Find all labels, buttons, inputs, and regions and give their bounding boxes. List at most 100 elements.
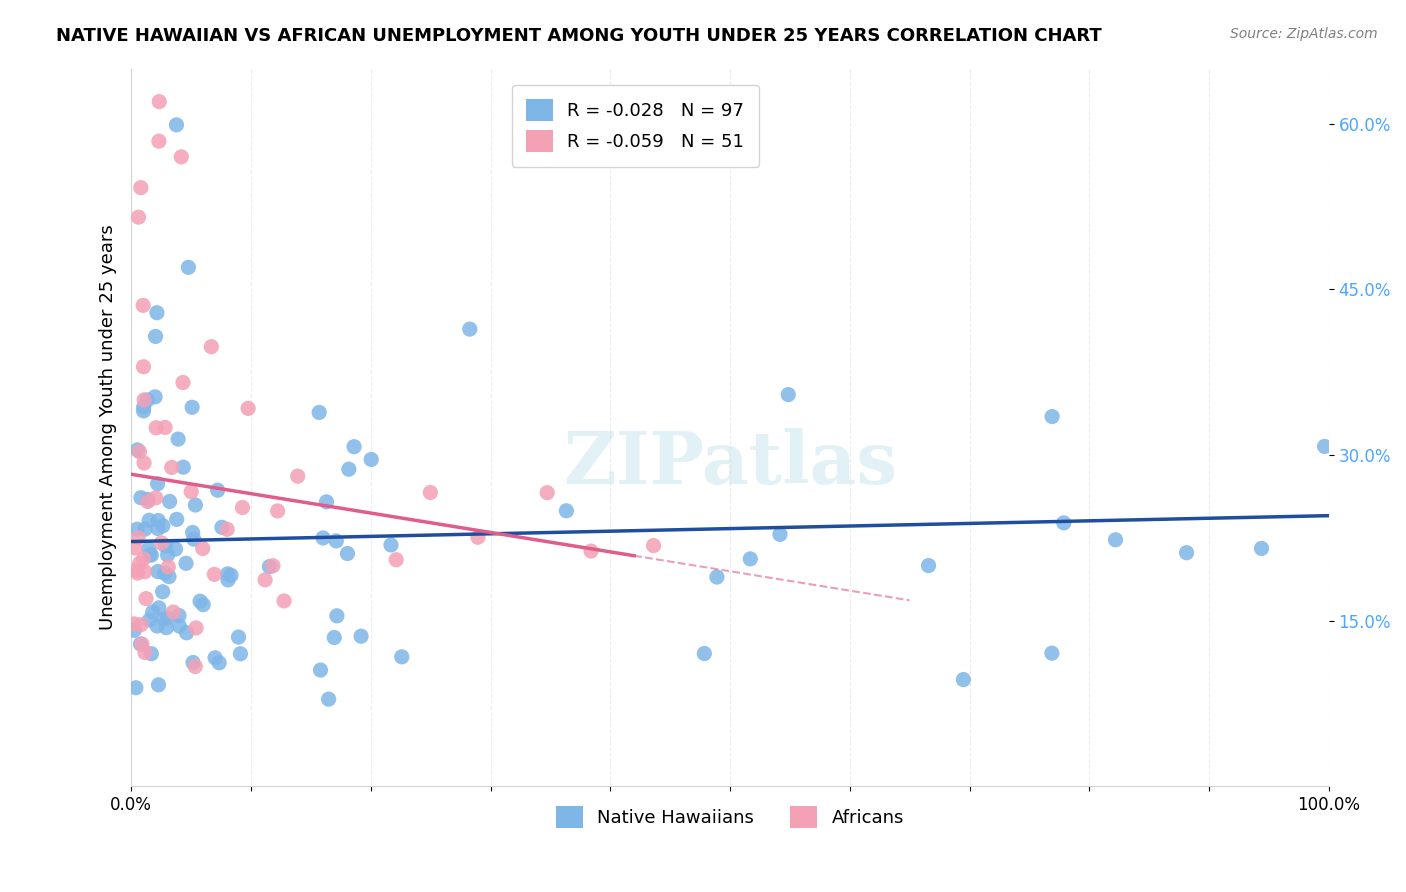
Point [138,513,160,527]
Point [350,629,373,643]
Point [229,647,252,661]
Point [191,541,214,556]
Point [336,547,359,561]
Point [166,512,188,526]
Point [127,566,149,580]
Point [184,498,207,512]
Point [172,376,194,390]
Point [148,134,170,148]
Point [740,552,762,566]
Point [266,504,288,518]
Point [273,594,295,608]
Point [170,150,193,164]
Point [139,548,162,562]
Point [128,210,150,224]
Point [146,619,169,633]
Point [128,557,150,571]
Point [706,570,728,584]
Point [132,400,155,414]
Point [134,565,156,579]
Point [380,538,402,552]
Point [145,421,167,435]
Point [165,541,187,556]
Point [207,483,229,498]
Point [152,518,174,533]
Point [254,573,277,587]
Point [693,647,716,661]
Point [132,298,155,312]
Point [162,605,184,619]
Point [146,306,169,320]
Point [184,659,207,673]
Point [204,650,226,665]
Text: Source: ZipAtlas.com: Source: ZipAtlas.com [1230,27,1378,41]
Point [391,649,413,664]
Point [287,469,309,483]
Point [177,260,200,275]
Point [181,656,204,670]
Point [360,452,382,467]
Point [153,612,176,626]
Point [156,548,179,562]
Y-axis label: Unemployment Among Youth under 25 years: Unemployment Among Youth under 25 years [100,225,117,631]
Point [127,522,149,536]
Point [228,630,250,644]
Point [343,440,366,454]
Point [211,520,233,534]
Point [180,484,202,499]
Point [217,566,239,581]
Point [152,584,174,599]
Point [555,504,578,518]
Point [326,608,349,623]
Point [124,541,146,555]
Point [1313,439,1336,453]
Point [155,539,177,553]
Point [132,551,155,566]
Point [157,560,180,574]
Point [1175,546,1198,560]
Point [917,558,939,573]
Point [125,564,148,578]
Point [1104,533,1126,547]
Point [129,180,152,194]
Point [952,673,974,687]
Point [385,552,408,566]
Point [136,392,159,407]
Point [769,527,792,541]
Point [1040,646,1063,660]
Point [145,329,167,343]
Point [1250,541,1272,556]
Point [156,611,179,625]
Point [643,539,665,553]
Point [169,619,191,633]
Point [129,637,152,651]
Point [160,460,183,475]
Point [131,637,153,651]
Point [200,340,222,354]
Point [208,656,231,670]
Point [308,405,330,419]
Point [231,500,253,515]
Point [155,621,177,635]
Point [236,401,259,416]
Point [138,541,160,556]
Point [166,118,188,132]
Point [132,404,155,418]
Point [132,456,155,470]
Point [1040,409,1063,424]
Point [141,647,163,661]
Point [138,613,160,627]
Point [181,401,204,415]
Point [146,476,169,491]
Text: NATIVE HAWAIIAN VS AFRICAN UNEMPLOYMENT AMONG YOUTH UNDER 25 YEARS CORRELATION C: NATIVE HAWAIIAN VS AFRICAN UNEMPLOYMENT … [56,27,1102,45]
Point [148,678,170,692]
Point [157,569,180,583]
Point [132,359,155,374]
Point [146,521,169,535]
Point [184,621,207,635]
Point [148,514,170,528]
Point [315,495,337,509]
Point [148,95,170,109]
Point [146,565,169,579]
Point [134,392,156,407]
